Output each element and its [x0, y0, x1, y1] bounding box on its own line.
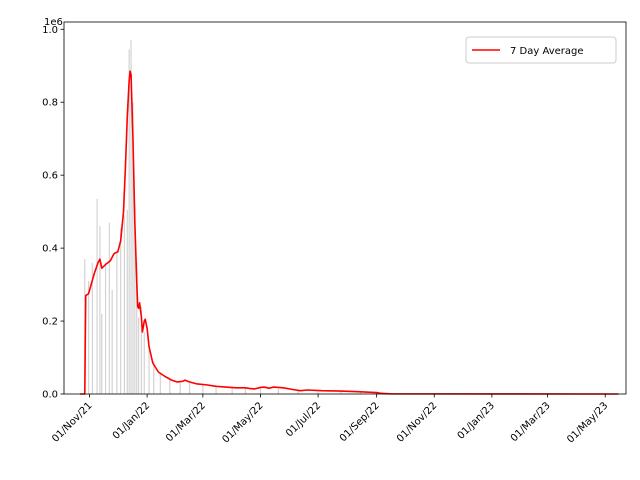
- y-axis-ticks: 0.0 0.2 0.4 0.6 0.8 1.0: [42, 25, 64, 401]
- bar: [91, 262, 93, 394]
- bar: [132, 102, 134, 395]
- bar: [202, 384, 204, 394]
- bar: [140, 306, 143, 394]
- bar: [96, 198, 98, 394]
- bar: [87, 280, 90, 394]
- y-tick-label: 1.0: [42, 25, 58, 36]
- y-axis-multiplier: 1e6: [44, 17, 63, 28]
- legend-box: [465, 36, 617, 64]
- axes: [63, 21, 627, 395]
- bar: [148, 350, 150, 394]
- bar: [244, 388, 246, 394]
- bar: [126, 209, 128, 394]
- bar: [153, 361, 155, 394]
- bar: [99, 226, 101, 394]
- y-tick-label: 0.8: [42, 98, 58, 109]
- bar: [120, 228, 122, 394]
- bar: [189, 383, 191, 394]
- bar: [317, 390, 319, 394]
- bar: [143, 332, 145, 394]
- bar: [359, 391, 362, 394]
- bar: [297, 389, 299, 394]
- bar: [277, 388, 280, 394]
- bar: [215, 386, 217, 394]
- bar: [138, 317, 140, 394]
- bar: [136, 262, 138, 394]
- bar: [116, 251, 118, 394]
- y-tick-label: 0.6: [42, 171, 58, 182]
- y-tick-label: 0.4: [42, 244, 58, 255]
- bar: [123, 215, 126, 394]
- axes-frame: [63, 21, 627, 395]
- bar: [179, 381, 181, 394]
- bar: [340, 390, 342, 394]
- bar: [101, 313, 103, 394]
- legend: 7 Day Average: [465, 36, 617, 64]
- bar: [108, 222, 110, 394]
- bar: [159, 372, 161, 394]
- series-line-7-day-average: [80, 70, 619, 395]
- bars-group: [84, 40, 378, 395]
- legend-label: 7 Day Average: [510, 46, 584, 57]
- y-tick-label: 0.2: [42, 317, 58, 328]
- bar: [130, 40, 132, 395]
- bar: [231, 387, 233, 394]
- bar: [111, 290, 113, 394]
- bar: [169, 377, 171, 394]
- bar: [104, 262, 107, 394]
- line-group: [80, 70, 619, 395]
- y-tick-label: 0.0: [42, 390, 58, 401]
- bar: [128, 49, 130, 394]
- bar: [259, 388, 262, 394]
- bar: [134, 204, 136, 394]
